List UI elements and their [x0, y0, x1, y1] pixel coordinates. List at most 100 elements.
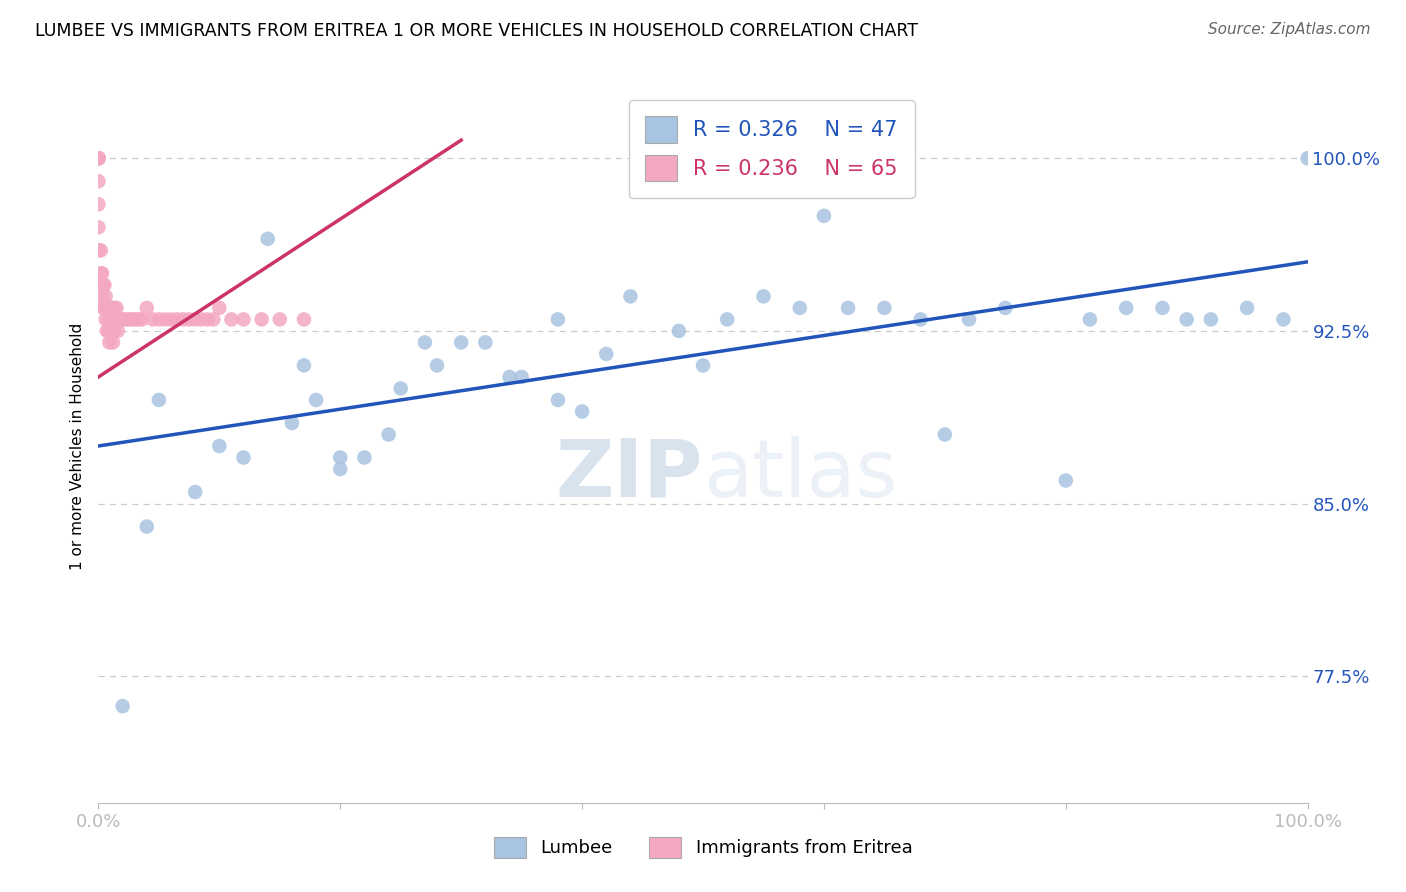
Point: [111, 312, 134, 326]
Point: [269, 312, 291, 326]
Point: [1236, 301, 1258, 315]
Point: [87, 151, 110, 165]
Point: [90, 266, 112, 280]
Point: [498, 370, 520, 384]
Point: [131, 312, 153, 326]
Point: [195, 312, 218, 326]
Point: [305, 392, 328, 407]
Point: [103, 324, 125, 338]
Point: [934, 427, 956, 442]
Point: [1078, 312, 1101, 326]
Point: [124, 312, 146, 326]
Point: [100, 324, 122, 338]
Point: [97, 301, 120, 315]
Point: [292, 312, 315, 326]
Point: [98, 312, 121, 326]
Point: [202, 312, 225, 326]
Point: [87, 244, 110, 258]
Legend: Lumbee, Immigrants from Eritrea: Lumbee, Immigrants from Eritrea: [486, 830, 920, 865]
Point: [450, 335, 472, 350]
Point: [105, 301, 128, 315]
Point: [232, 450, 254, 465]
Point: [148, 392, 170, 407]
Point: [184, 312, 207, 326]
Point: [142, 312, 165, 326]
Point: [114, 312, 136, 326]
Point: [90, 244, 112, 258]
Point: [1199, 312, 1222, 326]
Point: [135, 519, 157, 533]
Point: [910, 312, 932, 326]
Point: [668, 324, 690, 338]
Point: [957, 312, 980, 326]
Point: [96, 301, 118, 315]
Point: [547, 312, 569, 326]
Point: [389, 381, 412, 395]
Point: [250, 312, 273, 326]
Point: [474, 335, 496, 350]
Point: [716, 312, 738, 326]
Point: [91, 277, 114, 292]
Point: [111, 699, 134, 714]
Point: [94, 289, 117, 303]
Point: [752, 289, 775, 303]
Point: [110, 312, 132, 326]
Point: [160, 312, 183, 326]
Point: [166, 312, 188, 326]
Point: [135, 301, 157, 315]
Point: [377, 427, 399, 442]
Point: [190, 312, 212, 326]
Point: [595, 347, 617, 361]
Point: [101, 312, 124, 326]
Point: [108, 312, 131, 326]
Point: [1115, 301, 1137, 315]
Point: [100, 301, 122, 315]
Text: LUMBEE VS IMMIGRANTS FROM ERITREA 1 OR MORE VEHICLES IN HOUSEHOLD CORRELATION CH: LUMBEE VS IMMIGRANTS FROM ERITREA 1 OR M…: [35, 22, 918, 40]
Point: [108, 312, 131, 326]
Point: [208, 439, 231, 453]
Point: [107, 324, 129, 338]
Point: [91, 266, 114, 280]
Point: [96, 324, 118, 338]
Point: [100, 301, 122, 315]
Point: [100, 324, 122, 338]
Point: [93, 301, 115, 315]
Point: [148, 312, 170, 326]
Point: [692, 359, 714, 373]
Point: [413, 335, 436, 350]
Point: [329, 450, 352, 465]
Point: [91, 301, 114, 315]
Point: [91, 289, 114, 303]
Point: [127, 312, 149, 326]
Point: [837, 301, 859, 315]
Point: [789, 301, 811, 315]
Point: [426, 359, 449, 373]
Point: [87, 174, 110, 188]
Point: [104, 312, 127, 326]
Point: [87, 151, 110, 165]
Point: [510, 370, 533, 384]
Point: [329, 462, 352, 476]
Point: [232, 312, 254, 326]
Point: [1272, 312, 1295, 326]
Point: [619, 289, 641, 303]
Point: [281, 416, 304, 430]
Point: [87, 197, 110, 211]
Point: [172, 312, 194, 326]
Point: [87, 151, 110, 165]
Point: [93, 277, 115, 292]
Point: [87, 151, 110, 165]
Point: [571, 404, 593, 418]
Point: [120, 312, 142, 326]
Point: [353, 450, 375, 465]
Text: Source: ZipAtlas.com: Source: ZipAtlas.com: [1208, 22, 1371, 37]
Point: [1152, 301, 1174, 315]
Point: [547, 392, 569, 407]
Point: [1296, 151, 1319, 165]
Point: [103, 301, 125, 315]
Point: [87, 220, 110, 235]
Y-axis label: 1 or more Vehicles in Household: 1 or more Vehicles in Household: [69, 322, 84, 570]
Point: [98, 335, 121, 350]
Text: ZIP: ZIP: [555, 435, 703, 514]
Point: [292, 359, 315, 373]
